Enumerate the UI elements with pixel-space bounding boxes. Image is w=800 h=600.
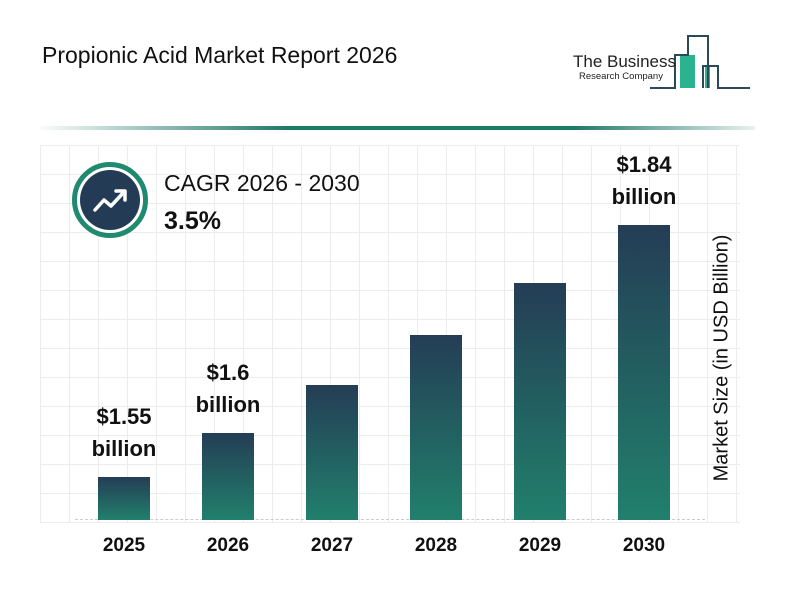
bar-2027 (306, 384, 358, 520)
logo-text-line2: Research Company (579, 71, 663, 82)
bar-2029 (514, 282, 566, 520)
x-tick-label: 2030 (622, 535, 666, 556)
data-label-line: $1.84 (616, 152, 672, 178)
x-tick-label: 2025 (102, 535, 146, 556)
data-label-line: billion (195, 392, 261, 418)
data-label: $1.84 billion (584, 149, 704, 213)
company-logo: The Business Research Company (560, 30, 760, 100)
bar-2025 (98, 476, 150, 520)
x-tick-label: 2027 (310, 535, 354, 556)
logo-buildings-icon (650, 35, 750, 89)
cagr-label: CAGR 2026 - 2030 (164, 170, 360, 196)
x-axis-baseline (75, 519, 705, 520)
data-label: $1.55 billion (64, 401, 184, 465)
data-label-line: billion (611, 184, 677, 210)
page-title: Propionic Acid Market Report 2026 (42, 42, 398, 68)
trending-up-icon (72, 162, 148, 238)
x-tick-label: 2028 (414, 535, 458, 556)
x-tick-label: 2026 (206, 535, 250, 556)
header-divider (35, 126, 755, 130)
bar-2030 (618, 225, 670, 520)
y-axis-label: Market Size (in USD Billion) (710, 234, 733, 482)
data-label-line: billion (91, 435, 157, 461)
data-label-line: $1.6 (206, 360, 250, 386)
x-tick-label: 2029 (518, 535, 562, 556)
data-label: $1.6 billion (168, 357, 288, 421)
data-label-line: $1.55 (96, 403, 152, 429)
bar-2026 (202, 433, 254, 520)
bar-2028 (410, 334, 462, 520)
logo-text-line1: The Business (573, 52, 676, 71)
cagr-value: 3.5% (164, 207, 221, 235)
